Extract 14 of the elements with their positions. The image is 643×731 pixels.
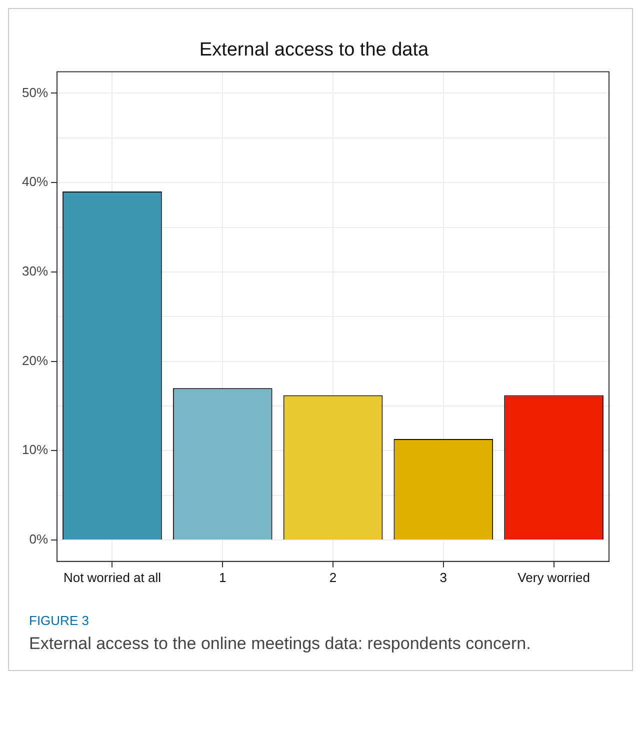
x-tick-label: Very worried bbox=[518, 570, 590, 585]
chart-title: External access to the data bbox=[199, 40, 430, 61]
y-tick-label: 10% bbox=[22, 442, 48, 458]
x-tick-label: 3 bbox=[440, 570, 448, 585]
x-tick-label: 2 bbox=[329, 570, 337, 585]
x-tick-label: 1 bbox=[218, 570, 226, 585]
caption: FIGURE 3 bbox=[29, 613, 90, 628]
y-tick-label: 40% bbox=[22, 174, 48, 190]
y-tick-label: 20% bbox=[22, 352, 48, 368]
text: External access to the online meetings data: respondents concern. bbox=[29, 634, 532, 654]
y-tick-label: 50% bbox=[22, 84, 48, 100]
y-tick-label: 30% bbox=[22, 264, 48, 279]
x-tick-label: Not worried at all bbox=[63, 570, 162, 585]
y-tick-label: 0% bbox=[29, 532, 48, 547]
